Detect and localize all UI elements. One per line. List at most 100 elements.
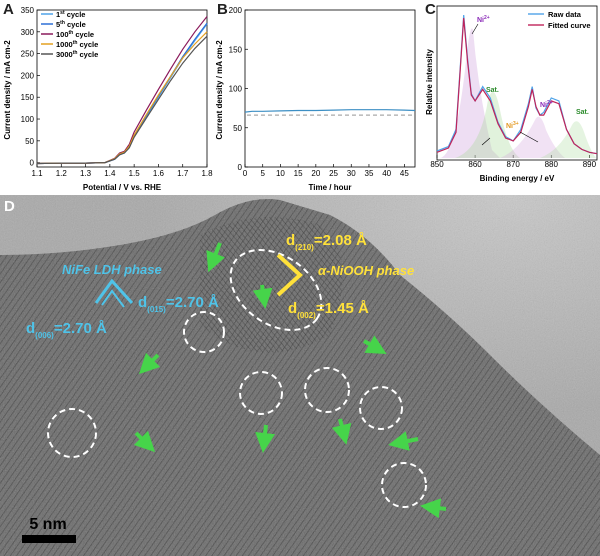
tem-region-3 [304, 367, 350, 413]
chart-a-xlabel: Potential / V vs. RHE [83, 183, 162, 192]
chart-c: 850 860 870 880 890 Raw data Fitted curve Ni… [425, 5, 598, 183]
chart-c-sat-fill [455, 92, 520, 158]
tem-marked-regions [47, 249, 427, 508]
chart-b-xtick-label: 15 [294, 169, 303, 178]
chart-b-ytick-label: 50 [233, 124, 242, 133]
tem-arrow-7 [331, 418, 352, 445]
chart-b-xtick-label: 10 [276, 169, 285, 178]
chart-b-xtick-label: 20 [311, 169, 320, 178]
chart-a-ytick-label: 50 [25, 137, 34, 146]
chart-a-ytick-label: 350 [21, 6, 35, 15]
chart-a-xtick-label: 1.4 [104, 169, 116, 178]
chart-a-series-4 [36, 35, 208, 165]
chart-c-series-1 [436, 17, 598, 155]
chart-a-ytick-label: 250 [21, 50, 35, 59]
chart-a-ylabel: Current density / mA cm-2 [3, 40, 12, 140]
chart-c-ann-ni2-a-pointer [471, 23, 479, 35]
chart-b-xtick-label: 40 [382, 169, 391, 178]
chart-c-ann-ni3-pointer-b [519, 131, 539, 143]
chart-c-ni2b-fill [500, 116, 565, 158]
tem-arrow-1 [206, 242, 225, 273]
tem-niooh-d2: d(002)=1.45 Å [288, 300, 369, 320]
chart-c-legend-fit: Fitted curve [548, 21, 591, 30]
chart-a-ytick-label: 100 [21, 115, 35, 124]
chart-a-ytick-label: 0 [30, 159, 35, 168]
tem-region-6 [381, 462, 427, 508]
chart-c-xtick-label: 860 [468, 160, 482, 169]
tem-region-2 [239, 371, 283, 415]
chart-b-ytick-label: 100 [229, 85, 243, 94]
chart-b: 0 5 10 15 20 25 30 35 40 45 0 50 100 150 200 Time / ho… [215, 6, 416, 192]
chart-b-xtick-label: 45 [400, 169, 409, 178]
panel-label-b: B [217, 1, 228, 18]
chart-b-xtick-label: 30 [347, 169, 356, 178]
top-figure-row: A 1.1 1.2 1.3 1.4 1.5 1.6 1.7 1.805010015020025… [3, 1, 598, 192]
chart-c-ni2-fill [440, 28, 500, 158]
chart-a: 1.1 1.2 1.3 1.4 1.5 1.6 1.7 1.8 0 50 100 150 200 250 3… [3, 6, 213, 192]
chart-c-xtick-label: 880 [545, 160, 559, 169]
tem-scale-bar-label: 5 nm [29, 516, 66, 533]
tem-scale-bar [22, 535, 76, 543]
tem-arrow-8 [388, 431, 419, 451]
chart-c-ann-ni2-a: Ni2+ [477, 15, 490, 24]
chart-a-ytick-label: 150 [21, 93, 35, 102]
chart-a-legend-label-2: 100th cycle [56, 30, 94, 39]
chart-b-xtick-label: 35 [365, 169, 374, 178]
tem-nife-d1: d(006)=2.70 Å [26, 320, 107, 340]
chart-c-ann-ni3: Ni3+ [506, 121, 519, 130]
tem-region-niooh [229, 249, 323, 331]
tem-niooh-phase-label: α-NiOOH phase [318, 263, 414, 278]
chart-a-xtick-label: 1.3 [80, 169, 92, 178]
tem-region-1 [183, 311, 225, 353]
tem-arrow-9 [420, 498, 447, 519]
chart-b-frame [244, 9, 416, 168]
chart-a-ytick-label: 200 [21, 71, 35, 80]
chart-c-ylabel: Relative intensity [425, 49, 434, 115]
tem-niooh-d1: d(210)=2.08 Å [286, 232, 367, 252]
panel-label-a: A [3, 1, 14, 18]
chart-c-ann-sat-a: Sat. [486, 87, 499, 94]
chart-a-xtick-label: 1.1 [31, 169, 43, 178]
chart-a-xtick-label: 1.5 [129, 169, 141, 178]
chart-b-xtick-label: 25 [329, 169, 338, 178]
chart-a-xtick-label: 1.6 [153, 169, 165, 178]
chart-c-xtick-label: 850 [430, 160, 444, 169]
tem-nife-bracket-inner [101, 289, 125, 308]
panel-label-d: D [4, 198, 15, 215]
chart-c-legend-raw: Raw data [548, 10, 582, 19]
chart-b-ytick-label: 150 [229, 45, 243, 54]
chart-b-xtick-label: 5 [260, 169, 265, 178]
chart-a-legend-label-1: 5th cycle [56, 20, 86, 29]
tem-nife-annotation: NiFe LDH phase d(006)=2.70 Å d(015)=2.70… [26, 262, 219, 340]
chart-c-frame [436, 5, 598, 161]
chart-c-xtick-label: 870 [507, 160, 521, 169]
chart-b-ytick-label: 0 [238, 163, 243, 172]
panel-label-c: C [425, 1, 436, 18]
tem-arrows [133, 242, 447, 519]
tem-arrow-2 [252, 284, 273, 309]
chart-a-legend-label-3: 1000th cycle [56, 40, 98, 49]
tem-arrow-3 [138, 352, 161, 375]
chart-a-xtick-label: 1.7 [177, 169, 189, 178]
tem-image-panel: D NiFe LDH phase d(006)=2.70 Å d(015)=2.… [0, 195, 600, 556]
chart-b-series-0 [244, 109, 416, 113]
tem-arrow-6 [255, 424, 276, 453]
tem-niooh-annotation: d(210)=2.08 Å α-NiOOH phase d(002)=1.45 … [276, 232, 414, 320]
chart-c-ann-sat-b: Sat. [576, 109, 589, 116]
chart-a-frame [36, 9, 208, 168]
tem-arrow-5 [133, 430, 156, 453]
tem-nife-bracket-outer [94, 278, 134, 305]
chart-c-ann-ni3-pointer-a [481, 137, 491, 146]
chart-a-legend-label-0: 1st cycle [56, 10, 85, 19]
tem-niooh-bracket [276, 253, 303, 297]
tem-nife-phase-label: NiFe LDH phase [62, 262, 162, 277]
chart-a-legend-label-4: 3000th cycle [56, 50, 98, 59]
tem-region-5 [47, 408, 97, 458]
chart-c-xtick-label: 890 [583, 160, 597, 169]
chart-a-ytick-label: 300 [21, 28, 35, 37]
chart-b-ytick-label: 200 [229, 6, 243, 15]
chart-a-xtick-label: 1.2 [56, 169, 68, 178]
chart-b-ylabel: Current density / mA cm-2 [215, 40, 224, 140]
tem-region-4 [359, 386, 403, 430]
tem-arrow-4 [363, 335, 387, 354]
